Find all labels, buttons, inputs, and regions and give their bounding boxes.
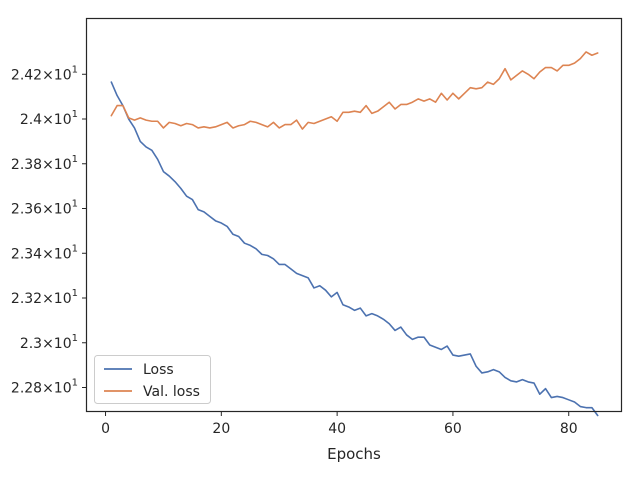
x-axis: 0 20 40 60 80 bbox=[101, 411, 578, 437]
plot-frame bbox=[85, 17, 623, 413]
x-tick-label: 80 bbox=[560, 421, 578, 437]
y-tick-label: 2.36×101 bbox=[11, 199, 78, 218]
x-axis-label: Epochs bbox=[327, 445, 381, 463]
legend: Loss Val. loss bbox=[94, 355, 211, 404]
y-tick-label: 2.3×101 bbox=[20, 333, 78, 352]
y-tick-label: 2.28×101 bbox=[11, 378, 78, 397]
x-tick-label: 0 bbox=[101, 421, 110, 437]
y-axis: 2.28×101 2.3×101 2.32×101 2.34×101 2.36×101 2… bbox=[11, 64, 87, 397]
legend-label-loss: Loss bbox=[143, 362, 174, 378]
x-tick-label: 40 bbox=[328, 421, 346, 437]
series-line-loss bbox=[110, 81, 599, 417]
series-layer bbox=[110, 51, 599, 417]
x-tick-label: 20 bbox=[212, 421, 230, 437]
y-tick-label: 2.34×101 bbox=[11, 243, 78, 262]
y-tick-label: 2.4×101 bbox=[20, 109, 78, 128]
y-tick-label: 2.42×101 bbox=[11, 64, 78, 83]
series-line-val-loss bbox=[110, 51, 599, 130]
legend-label-val-loss: Val. loss bbox=[143, 384, 200, 400]
x-tick-label: 60 bbox=[444, 421, 462, 437]
y-tick-label: 2.32×101 bbox=[11, 288, 78, 307]
y-tick-label: 2.38×101 bbox=[11, 154, 78, 173]
